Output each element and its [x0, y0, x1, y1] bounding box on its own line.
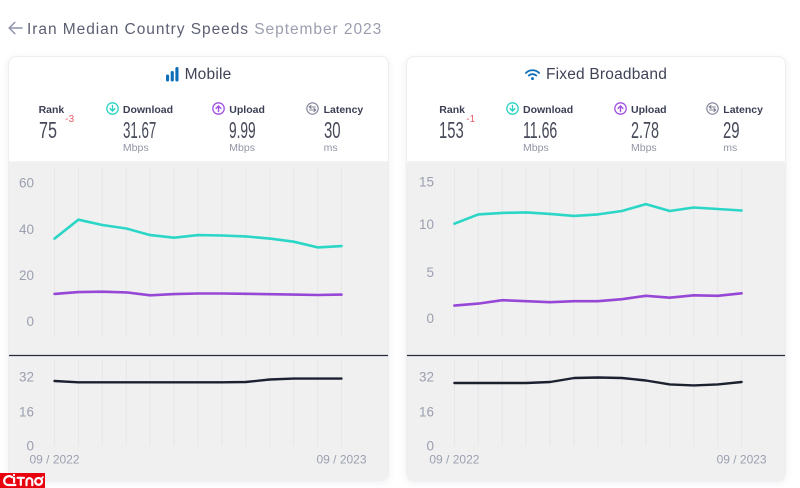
svg-text:20: 20 — [19, 268, 34, 283]
svg-text:09 / 2022: 09 / 2022 — [429, 453, 479, 467]
svg-text:16: 16 — [19, 405, 34, 420]
svg-text:5: 5 — [426, 265, 434, 280]
svg-text:15: 15 — [419, 174, 434, 189]
svg-text:09 / 2023: 09 / 2023 — [717, 453, 767, 467]
svg-text:60: 60 — [19, 176, 34, 191]
svg-text:0: 0 — [426, 311, 434, 326]
svg-text:0: 0 — [426, 439, 434, 454]
svg-text:09 / 2022: 09 / 2022 — [29, 453, 79, 467]
svg-text:0: 0 — [26, 314, 34, 329]
svg-text:16: 16 — [419, 405, 434, 420]
svg-text:10: 10 — [419, 217, 434, 232]
svg-text:32: 32 — [419, 369, 434, 384]
svg-text:40: 40 — [19, 222, 34, 237]
svg-text:09 / 2023: 09 / 2023 — [316, 453, 366, 467]
svg-text:32: 32 — [19, 369, 34, 384]
svg-text:0: 0 — [26, 439, 34, 454]
